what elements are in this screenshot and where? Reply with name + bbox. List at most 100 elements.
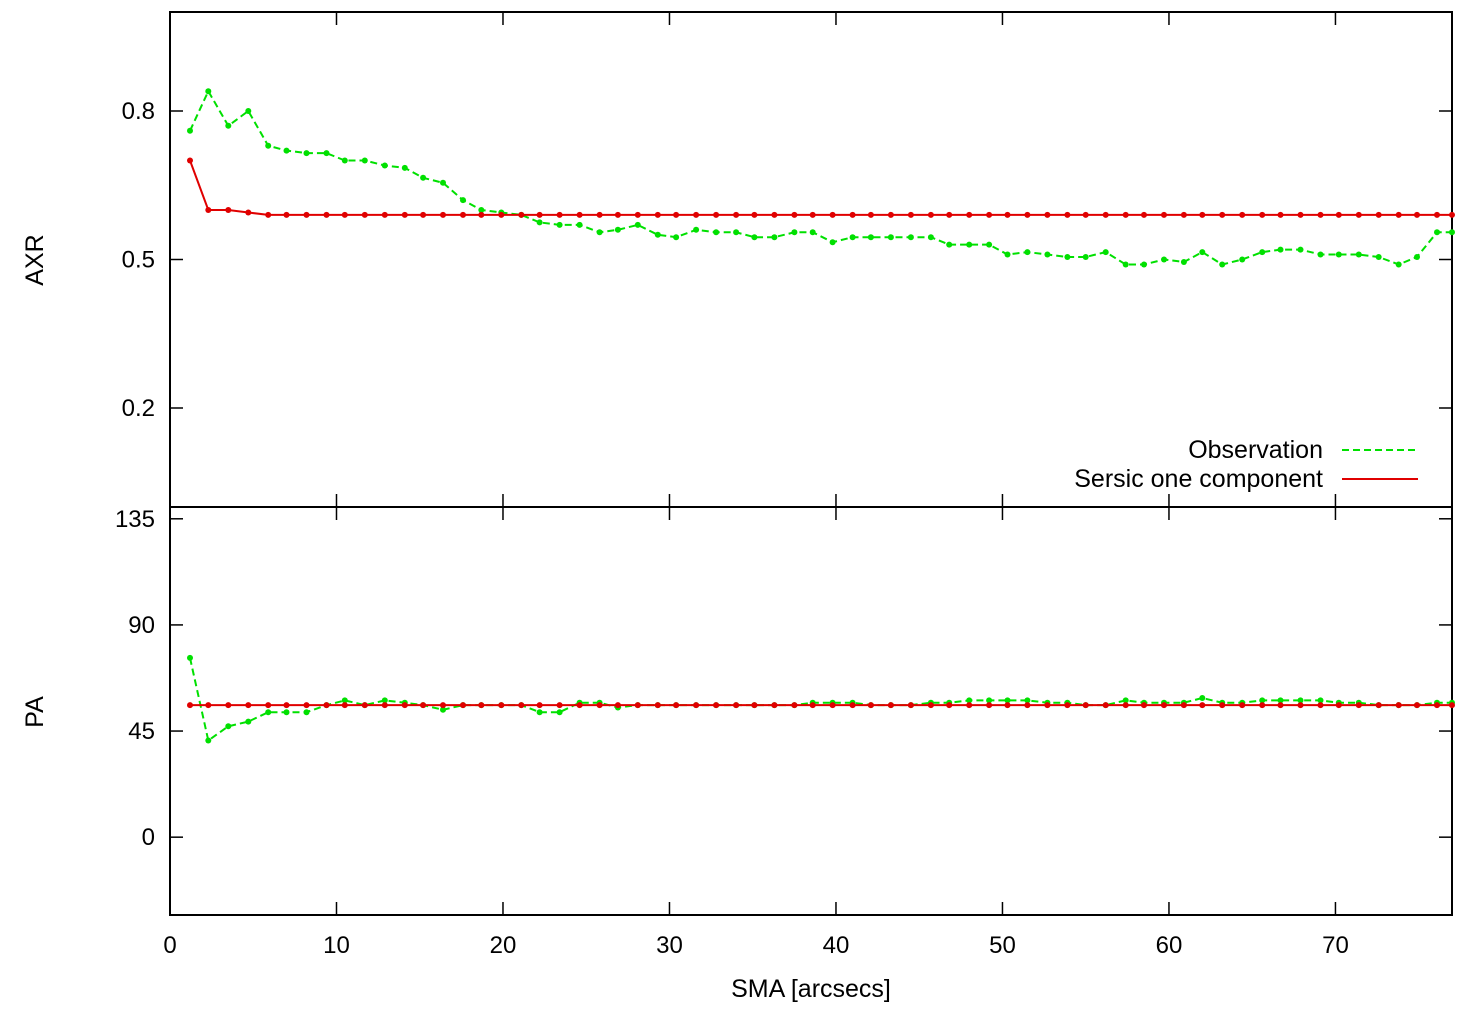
- axr-sersic-point: [907, 211, 914, 218]
- axr-observation-point: [341, 157, 348, 164]
- axr-observation-point: [245, 108, 252, 114]
- axr-sersic-point: [1414, 211, 1420, 218]
- pa-sersic-point: [1317, 702, 1324, 709]
- pa-observation-point: [556, 709, 563, 716]
- pa-sersic-point: [1395, 702, 1402, 709]
- pa-sersic-point: [401, 702, 408, 709]
- pa-y-tick-label: 45: [128, 718, 155, 745]
- pa-observation-point: [303, 709, 310, 716]
- axr-sersic-point: [634, 211, 641, 218]
- axr-sersic-point: [887, 211, 894, 218]
- pa-observation-point: [966, 697, 973, 704]
- axr-sersic-point: [1297, 211, 1304, 218]
- pa-sersic-point: [693, 702, 700, 709]
- axr-sersic-point: [1375, 211, 1382, 218]
- axr-observation-point: [1199, 249, 1206, 256]
- axr-observation-point: [225, 122, 232, 129]
- axr-observation-point: [1102, 249, 1109, 256]
- axr-sersic-point: [614, 211, 621, 218]
- axr-sersic-point: [576, 211, 583, 218]
- pa-sersic-point: [556, 702, 563, 709]
- axr-observation-point: [791, 229, 798, 236]
- axr-sersic-point: [303, 211, 310, 218]
- axr-sersic-point: [1161, 211, 1167, 218]
- pa-sersic-point: [576, 702, 583, 709]
- axr-sersic-point: [829, 211, 836, 218]
- axr-observation-point: [1355, 251, 1362, 258]
- axr-observation-point: [576, 221, 583, 228]
- axr-observation-point: [401, 164, 408, 171]
- pa-sersic-point: [713, 702, 720, 709]
- axr-observation-point: [771, 234, 778, 241]
- axr-observation-point: [751, 234, 758, 241]
- pa-sersic-point: [751, 702, 758, 709]
- pa-y-tick-label: 0: [142, 824, 155, 851]
- axr-sersic-point: [187, 157, 193, 164]
- axr-observation-point: [614, 226, 621, 233]
- axr-observation-line: [189, 89, 1452, 266]
- axr-sersic-point: [283, 211, 290, 218]
- axr-observation-point: [1239, 256, 1246, 263]
- axr-observation-point: [478, 207, 485, 213]
- axr-sersic-point: [1434, 211, 1440, 218]
- pa-sersic-point: [440, 702, 446, 709]
- pa-observation-point: [440, 706, 446, 713]
- bottom-y-axis-label: PA: [21, 696, 49, 728]
- axr-observation-point: [1024, 249, 1031, 256]
- axr-observation-point: [1414, 254, 1420, 260]
- axr-sersic-point: [1180, 211, 1187, 218]
- axr-sersic-point: [809, 211, 816, 218]
- pa-observation-point: [1317, 697, 1324, 704]
- axr-sersic-point: [1335, 211, 1342, 218]
- pa-observation-point: [1297, 697, 1304, 704]
- pa-sersic-point: [1335, 702, 1342, 709]
- x-tick-label: 60: [1156, 932, 1183, 959]
- pa-observation-point: [1199, 695, 1206, 701]
- axr-observation-point: [907, 234, 914, 241]
- axr-sersic-point: [1395, 211, 1402, 218]
- pa-sersic-point: [1102, 702, 1109, 709]
- pa-sersic-point: [596, 702, 603, 709]
- axr-observation-point: [1161, 256, 1167, 263]
- axr-plot-frame: [169, 11, 1453, 508]
- pa-sersic-point: [187, 702, 193, 709]
- pa-observation-point: [1122, 697, 1129, 704]
- pa-sersic-point: [1259, 702, 1266, 709]
- pa-sersic-point: [634, 702, 641, 709]
- x-tick-label: 30: [656, 932, 683, 959]
- pa-sersic-point: [1064, 702, 1071, 709]
- axr-sersic-point: [751, 211, 758, 218]
- axr-sersic-point: [498, 211, 505, 218]
- axr-sersic-point: [205, 207, 212, 213]
- pa-sersic-point: [1122, 702, 1129, 709]
- axr-sersic-point: [1355, 211, 1362, 218]
- pa-observation-point: [1004, 697, 1011, 704]
- axr-observation-point: [966, 241, 973, 248]
- axr-observation-point: [1122, 261, 1129, 268]
- axr-sersic-line: [189, 160, 1452, 216]
- pa-sersic-point: [1375, 702, 1382, 709]
- axr-sersic-point: [713, 211, 720, 218]
- x-tick-label: 70: [1322, 932, 1349, 959]
- axr-observation-point: [829, 239, 836, 246]
- pa-sersic-point: [381, 702, 388, 709]
- top-y-axis-label: AXR: [21, 234, 49, 285]
- axr-observation-point: [381, 162, 388, 169]
- axr-observation-point: [1219, 261, 1226, 268]
- axr-sersic-point: [1277, 211, 1284, 218]
- axr-observation-point: [809, 229, 816, 236]
- axr-sersic-point: [1141, 211, 1147, 218]
- pa-sersic-point: [1199, 702, 1206, 709]
- pa-sersic-point: [265, 702, 272, 709]
- pa-sersic-point: [849, 702, 856, 709]
- axr-observation-point: [1335, 251, 1342, 258]
- pa-sersic-point: [1277, 702, 1284, 709]
- axr-observation-point: [634, 221, 641, 228]
- x-tick-label: 0: [163, 932, 176, 959]
- axr-sersic-point: [1259, 211, 1266, 218]
- pa-sersic-point: [614, 702, 621, 709]
- pa-sersic-point: [1414, 702, 1420, 709]
- axr-observation-point: [654, 231, 661, 238]
